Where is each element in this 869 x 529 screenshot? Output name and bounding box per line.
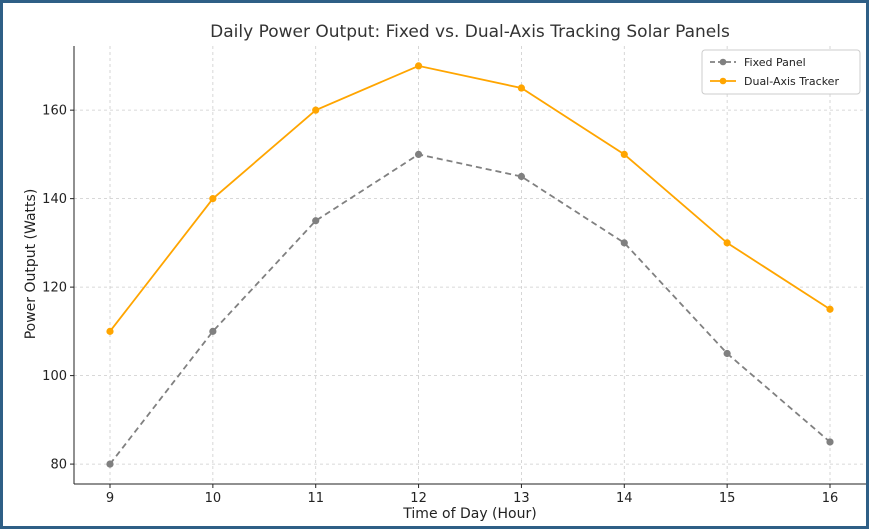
legend: Fixed Panel Dual-Axis Tracker	[701, 49, 861, 95]
data-point	[414, 150, 423, 158]
series-line-dual-axis-tracker	[109, 64, 831, 332]
data-point	[106, 327, 114, 335]
y-tick-label: 80	[50, 458, 67, 473]
data-point	[826, 438, 834, 446]
grid-lines	[74, 46, 866, 484]
y-axis-label: Power Output (Watts)	[23, 189, 39, 340]
y-tick-label: 160	[42, 104, 67, 119]
legend-swatch-marker	[719, 58, 727, 66]
data-point	[723, 239, 731, 247]
y-tick-label: 140	[42, 192, 67, 207]
legend-label: Fixed Panel	[744, 56, 806, 69]
x-axis-label: Time of Day (Hour)	[402, 506, 536, 522]
data-point	[620, 150, 628, 158]
x-tick-label: 14	[616, 491, 633, 506]
data-point	[312, 217, 320, 225]
data-point	[414, 62, 423, 70]
x-tick-label: 13	[513, 491, 530, 506]
data-point	[106, 460, 114, 468]
legend-box	[701, 49, 861, 95]
legend-swatch-marker	[719, 77, 727, 85]
data-point	[826, 305, 834, 313]
data-point	[209, 195, 217, 203]
data-point	[723, 349, 731, 358]
series-line-fixed-panel	[109, 153, 831, 465]
y-tick-label: 120	[42, 281, 67, 296]
series-layer	[106, 62, 834, 468]
chart-title: Daily Power Output: Fixed vs. Dual-Axis …	[210, 22, 730, 42]
data-point	[312, 106, 320, 114]
data-point	[620, 239, 628, 247]
x-tick-label: 10	[205, 491, 222, 506]
data-point	[209, 327, 217, 335]
x-tick-label: 9	[106, 491, 114, 506]
x-tick-label: 16	[822, 491, 839, 506]
y-tick-label: 100	[42, 369, 67, 384]
axes: 9 10 11 12 13 14 15 16 80 100 120 140 160	[42, 46, 866, 506]
x-tick-label: 12	[410, 491, 427, 506]
data-point	[517, 84, 526, 92]
data-point	[517, 172, 526, 181]
x-tick-label: 11	[307, 491, 324, 506]
x-tick-label: 15	[719, 491, 736, 506]
legend-label: Dual-Axis Tracker	[744, 75, 839, 88]
